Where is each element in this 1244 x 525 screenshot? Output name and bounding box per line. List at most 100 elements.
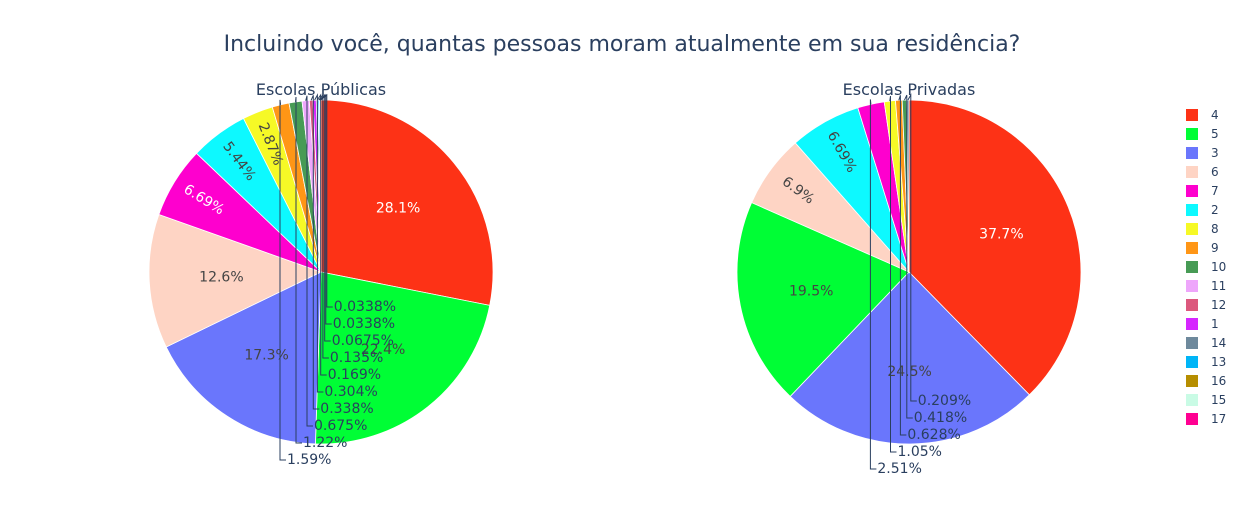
label-leader-line bbox=[305, 95, 313, 427]
chart-title: Incluindo você, quantas pessoas moram at… bbox=[224, 32, 1021, 57]
legend-item-16[interactable]: 16 bbox=[1186, 374, 1226, 388]
legend-item-2[interactable]: 2 bbox=[1186, 203, 1219, 217]
legend-item-5[interactable]: 5 bbox=[1186, 127, 1219, 141]
legend-swatch bbox=[1186, 166, 1198, 178]
slice-label-outside: 0.169% bbox=[328, 367, 381, 383]
legend-swatch bbox=[1186, 337, 1198, 349]
pie-slice-5[interactable] bbox=[314, 271, 491, 445]
slice-label-outside: 0.628% bbox=[907, 427, 960, 443]
legend-swatch bbox=[1186, 375, 1198, 387]
label-leader-line bbox=[279, 99, 286, 461]
slice-label-outside: 2.51% bbox=[877, 461, 921, 477]
legend-swatch bbox=[1186, 261, 1198, 273]
legend-item-17[interactable]: 17 bbox=[1186, 412, 1226, 426]
pie-subplot-title: Escolas Privadas bbox=[843, 80, 976, 99]
pie-subplot-title: Escolas Públicas bbox=[256, 80, 386, 99]
slice-label-outside: 0.338% bbox=[320, 401, 373, 417]
pie-slice-5[interactable] bbox=[736, 202, 910, 397]
label-leader-line bbox=[907, 93, 917, 402]
slice-label-outside: 0.0338% bbox=[334, 299, 396, 315]
legend-item-12[interactable]: 12 bbox=[1186, 298, 1226, 312]
legend-label: 6 bbox=[1211, 165, 1219, 179]
legend-swatch bbox=[1186, 223, 1198, 235]
slice-label-outside: 0.418% bbox=[914, 410, 967, 426]
legend-label: 5 bbox=[1211, 127, 1219, 141]
label-leader-line bbox=[889, 96, 897, 453]
legend-item-11[interactable]: 11 bbox=[1186, 279, 1226, 293]
label-leader-line bbox=[319, 93, 331, 342]
legend-label: 12 bbox=[1211, 298, 1226, 312]
label-leader-line bbox=[316, 93, 327, 376]
chart-legend[interactable]: 4 5 3 6 7 2 8 9 10 11 12 1 14 13 16 15 17 bbox=[1186, 108, 1226, 426]
slice-label-outside: 0.0338% bbox=[333, 316, 395, 332]
legend-item-9[interactable]: 9 bbox=[1186, 241, 1219, 255]
legend-label: 9 bbox=[1211, 241, 1219, 255]
pie-charts: Escolas Públicas28.1%22.4%17.3%12.6%6.69… bbox=[148, 80, 1082, 477]
legend-item-15[interactable]: 15 bbox=[1186, 393, 1226, 407]
slice-label: 28.1% bbox=[376, 201, 420, 217]
pie-slice-3[interactable] bbox=[165, 271, 322, 445]
legend-swatch bbox=[1186, 299, 1198, 311]
label-leader-line bbox=[869, 99, 877, 470]
legend-swatch bbox=[1186, 185, 1198, 197]
pie-slice-6[interactable] bbox=[148, 213, 323, 348]
slice-label-outside: 0.209% bbox=[918, 393, 971, 409]
legend-swatch bbox=[1186, 318, 1198, 330]
legend-item-7[interactable]: 7 bbox=[1186, 184, 1219, 198]
legend-item-14[interactable]: 14 bbox=[1186, 336, 1226, 350]
legend-label: 2 bbox=[1211, 203, 1219, 217]
slice-label-outside: 0.0675% bbox=[332, 333, 394, 349]
slice-label-outside: 1.22% bbox=[303, 435, 347, 451]
label-leader-line bbox=[898, 95, 907, 436]
slice-label-outside: 0.304% bbox=[324, 384, 377, 400]
slice-label-outside: 1.05% bbox=[898, 444, 942, 460]
legend-item-13[interactable]: 13 bbox=[1186, 355, 1226, 369]
legend-label: 15 bbox=[1211, 393, 1226, 407]
legend-item-8[interactable]: 8 bbox=[1186, 222, 1219, 236]
legend-label: 16 bbox=[1211, 374, 1226, 388]
slice-label-outside: 0.675% bbox=[314, 418, 367, 434]
label-leader-line bbox=[295, 96, 302, 444]
label-leader-line bbox=[314, 93, 324, 393]
legend-item-4[interactable]: 4 bbox=[1186, 108, 1219, 122]
legend-label: 4 bbox=[1211, 108, 1219, 122]
legend-swatch bbox=[1186, 204, 1198, 216]
label-leader-line bbox=[904, 94, 913, 419]
legend-label: 17 bbox=[1211, 412, 1226, 426]
slice-label: 22.4% bbox=[361, 342, 405, 358]
legend-swatch bbox=[1186, 394, 1198, 406]
slice-label-outside: 1.59% bbox=[287, 452, 331, 468]
legend-swatch bbox=[1186, 280, 1198, 292]
pie-chart-publicas: Escolas Públicas28.1%22.4%17.3%12.6%6.69… bbox=[148, 80, 494, 468]
pie-slice-3[interactable] bbox=[789, 271, 1030, 445]
slice-label-outside: 0.135% bbox=[330, 350, 383, 366]
slice-label: 24.5% bbox=[887, 364, 931, 380]
legend-swatch bbox=[1186, 356, 1198, 368]
legend-item-3[interactable]: 3 bbox=[1186, 146, 1219, 160]
legend-label: 13 bbox=[1211, 355, 1226, 369]
pie-chart-privadas: Escolas Privadas37.7%24.5%19.5%6.9%6.69%… bbox=[736, 80, 1082, 477]
legend-swatch bbox=[1186, 413, 1198, 425]
legend-label: 1 bbox=[1211, 317, 1219, 331]
slice-label: 19.5% bbox=[789, 284, 833, 300]
label-leader-line bbox=[310, 95, 320, 410]
pie-slice-4[interactable] bbox=[908, 99, 1082, 396]
legend-label: 11 bbox=[1211, 279, 1226, 293]
legend-swatch bbox=[1186, 147, 1198, 159]
legend-label: 8 bbox=[1211, 222, 1219, 236]
slice-label: 12.6% bbox=[199, 270, 243, 286]
legend-swatch bbox=[1186, 109, 1198, 121]
legend-label: 7 bbox=[1211, 184, 1219, 198]
pie-slice-4[interactable] bbox=[320, 99, 494, 306]
legend-item-1[interactable]: 1 bbox=[1186, 317, 1219, 331]
legend-label: 10 bbox=[1211, 260, 1226, 274]
slice-label: 37.7% bbox=[979, 226, 1023, 242]
legend-swatch bbox=[1186, 128, 1198, 140]
legend-label: 14 bbox=[1211, 336, 1226, 350]
legend-item-10[interactable]: 10 bbox=[1186, 260, 1226, 274]
legend-label: 3 bbox=[1211, 146, 1219, 160]
slice-label: 17.3% bbox=[244, 348, 288, 364]
legend-swatch bbox=[1186, 242, 1198, 254]
legend-item-6[interactable]: 6 bbox=[1186, 165, 1219, 179]
